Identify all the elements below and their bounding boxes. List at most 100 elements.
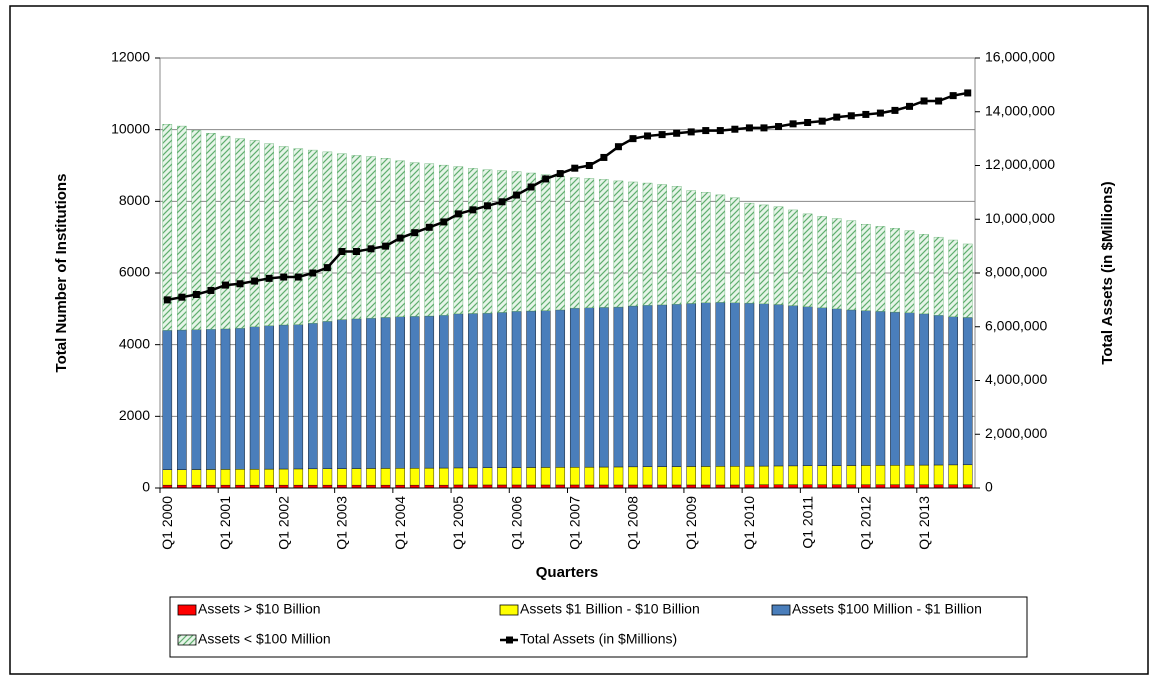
- bar-segment: [366, 317, 376, 469]
- bar-segment: [671, 303, 682, 467]
- bar-segment: [264, 143, 274, 326]
- bar-segment: [861, 310, 871, 466]
- y-tick-label: 12000: [111, 49, 150, 65]
- bar-segment: [395, 468, 405, 486]
- bar-segment: [482, 169, 493, 314]
- bar-segment: [744, 302, 755, 467]
- bar-segment: [890, 465, 900, 485]
- bar-segment: [657, 466, 667, 486]
- bar-segment: [308, 322, 318, 470]
- bar-segment: [599, 307, 609, 468]
- bar-segment: [380, 158, 391, 318]
- line-marker: [207, 286, 215, 294]
- line-marker: [862, 110, 870, 118]
- bar-segment: [278, 146, 289, 326]
- x-tick-label: Q1 2005: [450, 496, 466, 550]
- bar-segment: [162, 124, 173, 331]
- legend-swatch: [499, 604, 519, 616]
- bar-segment: [890, 228, 900, 313]
- bar-segment: [686, 466, 697, 486]
- line-marker: [906, 102, 914, 110]
- x-tick-label: Q1 2010: [741, 496, 757, 550]
- bar-segment: [177, 469, 187, 486]
- bar-segment: [424, 467, 435, 486]
- y-tick-label: 6000: [119, 264, 150, 280]
- y-tick-label: 8000: [119, 192, 150, 208]
- bar-segment: [453, 313, 464, 469]
- bar-segment: [337, 468, 347, 486]
- y2-tick-label: 12,000,000: [985, 156, 1055, 172]
- legend-swatch: [771, 604, 791, 616]
- bar-segment: [409, 468, 420, 486]
- bar-segment: [715, 302, 726, 467]
- y2-tick-label: 14,000,000: [985, 102, 1055, 118]
- bar-segment: [555, 467, 566, 486]
- bar-segment: [584, 178, 595, 308]
- line-marker: [163, 296, 171, 304]
- bar-segment: [468, 313, 478, 469]
- line-marker: [280, 273, 288, 281]
- bar-segment: [599, 179, 609, 308]
- bar-segment: [162, 469, 173, 486]
- bar-segment: [540, 467, 551, 486]
- x-tick-label: Q1 2013: [916, 496, 932, 550]
- legend-label: Total Assets (in $Millions): [520, 631, 677, 647]
- bar-segment: [861, 465, 871, 485]
- line-marker: [731, 125, 739, 133]
- bar-segment: [817, 465, 827, 485]
- bar-segment: [802, 213, 813, 307]
- y2-tick-label: 4,000,000: [985, 371, 1047, 387]
- bar-segment: [919, 313, 929, 466]
- bar-segment: [322, 321, 333, 469]
- legend-label: Assets $1 Billion - $10 Billion: [520, 601, 700, 617]
- bar-segment: [948, 239, 958, 317]
- line-marker: [236, 280, 244, 288]
- bar-segment: [730, 197, 740, 303]
- bar-segment: [613, 466, 624, 486]
- bar-segment: [831, 218, 842, 310]
- y2-axis-title: Total Assets (in $Millions): [1099, 181, 1116, 364]
- bar-segment: [700, 192, 711, 303]
- bar-segment: [788, 209, 798, 306]
- line-marker: [192, 291, 200, 298]
- line-marker: [440, 218, 448, 226]
- bar-segment: [948, 316, 958, 466]
- bar-segment: [569, 467, 580, 486]
- bar-segment: [875, 311, 886, 466]
- y-tick-label: 0: [142, 479, 150, 495]
- line-marker: [876, 109, 884, 117]
- y-tick-label: 10000: [111, 120, 150, 136]
- bar-segment: [962, 464, 973, 485]
- bar-segment: [206, 469, 216, 486]
- bar-segment: [206, 329, 216, 470]
- bar-segment: [540, 310, 551, 468]
- line-marker: [644, 132, 652, 140]
- bar-segment: [904, 230, 915, 313]
- x-tick-label: Q1 2007: [566, 496, 582, 550]
- line-marker: [454, 210, 462, 218]
- line-marker: [949, 92, 957, 100]
- line-marker: [818, 117, 826, 125]
- bar-segment: [438, 164, 449, 316]
- line-marker: [338, 248, 346, 255]
- bar-segment: [933, 464, 944, 485]
- line-marker: [542, 175, 550, 183]
- x-tick-label: Q1 2001: [217, 496, 233, 550]
- bar-segment: [642, 305, 653, 467]
- bar-segment: [759, 465, 769, 485]
- bar-segment: [526, 310, 536, 468]
- line-marker: [658, 131, 666, 139]
- bar-segment: [511, 467, 522, 486]
- bar-segment: [249, 140, 260, 327]
- bar-segment: [933, 236, 944, 316]
- x-tick-label: Q1 2003: [334, 496, 350, 550]
- line-marker: [425, 223, 433, 231]
- bar-segment: [482, 312, 493, 468]
- bar-segment: [773, 304, 784, 467]
- y2-tick-label: 2,000,000: [985, 425, 1047, 441]
- line-marker: [716, 127, 724, 135]
- bar-segment: [700, 466, 711, 486]
- frame: [9, 5, 1149, 675]
- legend-marker: [506, 636, 513, 644]
- bar-segment: [220, 328, 231, 470]
